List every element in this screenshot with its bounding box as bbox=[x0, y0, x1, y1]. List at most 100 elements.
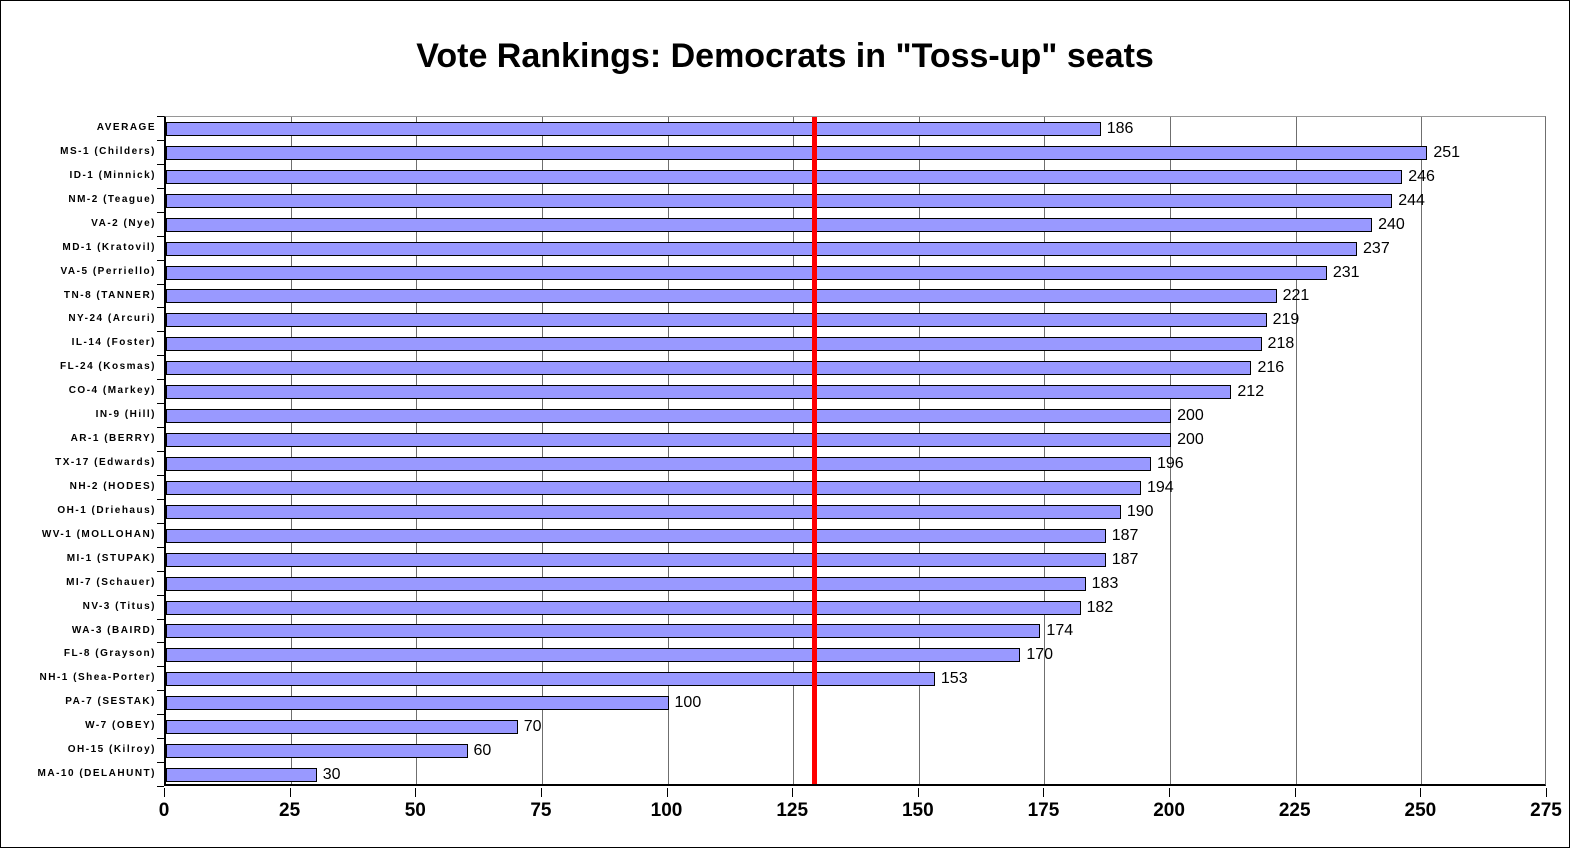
gridline-75 bbox=[541, 117, 543, 784]
bar-PA-7 (SESTAK) bbox=[166, 696, 669, 711]
category-axis-tick bbox=[157, 403, 164, 405]
gridline-225 bbox=[1295, 117, 1297, 784]
bar-NH-1 (Shea-Porter) bbox=[166, 672, 935, 687]
bar-AVERAGE bbox=[166, 121, 1101, 136]
category-axis-tick bbox=[157, 283, 164, 285]
bar-VA-5 (Perriello) bbox=[166, 265, 1327, 280]
category-label: IN-9 (Hill) bbox=[95, 409, 156, 421]
bar-value-label: 240 bbox=[1378, 215, 1405, 233]
bar-ID-1 (Minnick) bbox=[166, 169, 1403, 184]
bar-value-label: 200 bbox=[1177, 431, 1204, 449]
category-axis-tick bbox=[157, 594, 164, 596]
bar-value-label: 60 bbox=[473, 742, 492, 760]
value-axis-tick-label: 75 bbox=[530, 800, 552, 821]
bar-FL-24 (Kosmas) bbox=[166, 361, 1252, 376]
category-axis-tick bbox=[157, 211, 164, 213]
bar-value-label: 183 bbox=[1091, 574, 1119, 592]
category-label: FL-24 (Kosmas) bbox=[59, 361, 156, 373]
category-axis-tick bbox=[157, 642, 164, 644]
category-axis-tick bbox=[157, 474, 164, 476]
value-axis-tick-label: 250 bbox=[1404, 800, 1437, 821]
bar-value-label: 221 bbox=[1282, 287, 1310, 305]
bar-value-label: 187 bbox=[1111, 526, 1139, 544]
bar-NV-3 (Titus) bbox=[166, 600, 1081, 615]
category-label: OH-15 (Kilroy) bbox=[67, 744, 156, 756]
bar-value-label: 196 bbox=[1156, 454, 1184, 472]
category-axis-tick bbox=[157, 451, 164, 452]
bar-value-label: 200 bbox=[1177, 407, 1204, 425]
bar-value-label: 182 bbox=[1086, 598, 1114, 616]
value-axis-tick bbox=[1169, 788, 1171, 797]
value-axis-tick-label: 275 bbox=[1530, 800, 1562, 821]
bar-value-label: 174 bbox=[1046, 622, 1074, 640]
category-label: MI-7 (Schauer) bbox=[66, 576, 156, 588]
gridline-100 bbox=[667, 117, 669, 784]
category-axis-tick bbox=[157, 618, 164, 620]
bar-CO-4 (Markey) bbox=[166, 385, 1232, 400]
gridline-175 bbox=[1044, 117, 1046, 784]
chart-title: Vote Rankings: Democrats in "Toss-up" se… bbox=[416, 37, 1154, 75]
reference-line bbox=[811, 117, 817, 784]
value-axis-tick bbox=[1043, 788, 1045, 797]
bar-W-7 (OBEY) bbox=[166, 720, 518, 735]
category-axis-tick bbox=[157, 427, 164, 429]
category-axis-tick bbox=[157, 139, 164, 141]
category-axis-tick bbox=[157, 714, 164, 716]
value-axis-tick bbox=[666, 788, 668, 797]
bar-value-label: 153 bbox=[940, 670, 968, 688]
bar-value-label: 170 bbox=[1026, 646, 1054, 664]
value-axis-tick-label: 25 bbox=[279, 800, 301, 821]
value-axis-tick bbox=[917, 788, 919, 797]
category-axis-tick bbox=[157, 666, 164, 668]
bar-value-label: 246 bbox=[1408, 167, 1435, 185]
category-axis-tick bbox=[157, 546, 164, 548]
value-axis-tick bbox=[1420, 788, 1422, 797]
plot-area: 186 251 246 244 240 237 231 221 219 218 216 212 200 2… bbox=[164, 116, 1546, 786]
value-axis-tick bbox=[1546, 788, 1547, 797]
category-label: NV-3 (Titus) bbox=[82, 600, 156, 612]
category-label: W-7 (OBEY) bbox=[85, 720, 156, 732]
category-axis-tick bbox=[157, 331, 164, 333]
category-axis-tick bbox=[157, 235, 164, 237]
category-axis-tick bbox=[157, 522, 164, 524]
category-axis-tick bbox=[157, 116, 164, 117]
category-axis-tick bbox=[157, 187, 164, 189]
category-label: PA-7 (SESTAK) bbox=[65, 696, 156, 708]
category-axis-tick bbox=[157, 570, 164, 572]
bar-WA-3 (BAIRD) bbox=[166, 624, 1041, 639]
value-axis-tick bbox=[415, 788, 417, 797]
bar-MS-1 (Childers) bbox=[166, 145, 1428, 160]
category-label: FL-8 (Grayson) bbox=[63, 648, 156, 660]
bar-AR-1 (BERRY) bbox=[166, 433, 1172, 448]
category-label: NH-1 (Shea-Porter) bbox=[39, 672, 156, 684]
category-label: TN-8 (TANNER) bbox=[63, 289, 156, 301]
category-axis-tick bbox=[157, 690, 164, 692]
category-label: MD-1 (Kratovil) bbox=[62, 241, 156, 253]
category-label: VA-2 (Nye) bbox=[91, 217, 156, 229]
value-axis-tick bbox=[1294, 788, 1296, 797]
bar-TX-17 (Edwards) bbox=[166, 456, 1151, 471]
bar-FL-8 (Grayson) bbox=[166, 648, 1021, 663]
category-label: MA-10 (DELAHUNT) bbox=[37, 768, 156, 780]
category-label: NY-24 (Arcuri) bbox=[68, 313, 156, 325]
bar-IL-14 (Foster) bbox=[166, 337, 1262, 352]
category-label: NH-2 (HODES) bbox=[69, 480, 156, 492]
bar-NM-2 (Teague) bbox=[166, 193, 1393, 208]
category-axis-tick bbox=[157, 738, 164, 740]
bar-MD-1 (Kratovil) bbox=[166, 241, 1358, 256]
category-label: WV-1 (MOLLOHAN) bbox=[41, 528, 156, 540]
bar-NY-24 (Arcuri) bbox=[166, 313, 1267, 328]
category-label: CO-4 (Markey) bbox=[68, 385, 156, 397]
category-axis-tick bbox=[157, 762, 164, 764]
bar-value-label: 100 bbox=[674, 694, 702, 712]
value-axis-tick-label: 125 bbox=[776, 800, 809, 821]
bar-MI-7 (Schauer) bbox=[166, 576, 1086, 591]
value-axis-tick-label: 175 bbox=[1027, 800, 1060, 821]
bar-IN-9 (Hill) bbox=[166, 409, 1172, 424]
value-axis-tick bbox=[792, 788, 794, 797]
gridline-150 bbox=[918, 117, 920, 784]
bar-value-label: 186 bbox=[1106, 119, 1134, 137]
category-label: NM-2 (Teague) bbox=[68, 193, 156, 205]
value-axis-tick-label: 150 bbox=[901, 800, 934, 821]
